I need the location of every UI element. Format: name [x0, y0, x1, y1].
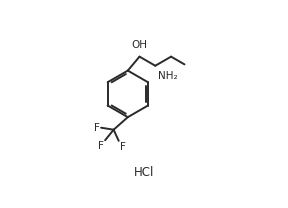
Text: HCl: HCl — [134, 166, 154, 179]
Text: F: F — [120, 142, 126, 152]
Text: NH₂: NH₂ — [158, 71, 178, 81]
Text: F: F — [94, 123, 100, 133]
Text: F: F — [98, 141, 104, 151]
Text: OH: OH — [132, 40, 147, 50]
